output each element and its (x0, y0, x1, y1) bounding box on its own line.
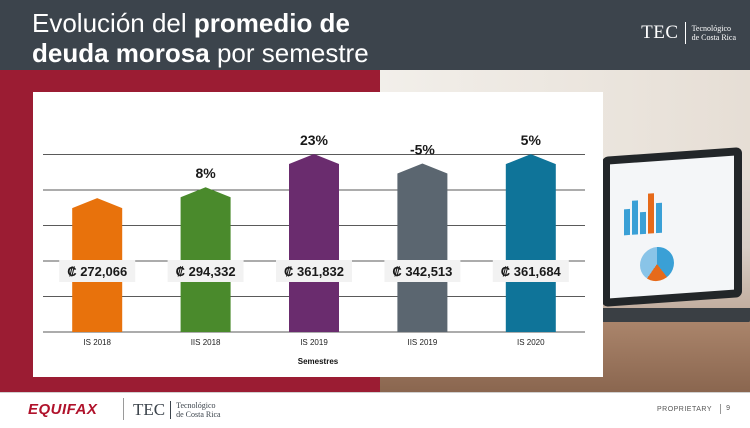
pct-change-label: 5% (521, 132, 542, 148)
tec-logo-sub-line1: Tecnológico (691, 24, 731, 33)
screen-chart-bar (648, 193, 654, 234)
tec-logo-divider (684, 22, 686, 44)
value-label-box (384, 260, 461, 282)
page-number: 9 (726, 405, 730, 412)
x-tick-label: IIS 2018 (191, 338, 221, 347)
screen-chart-bar (632, 200, 638, 235)
value-label: ₡ 294,332 (176, 264, 236, 279)
title-regular-1: Evolución del (32, 8, 194, 38)
footer-divider (0, 392, 750, 393)
value-label-box (59, 260, 136, 282)
bar (397, 163, 448, 332)
title-bold-1: promedio de (193, 8, 350, 38)
screen-chart-bar (656, 202, 662, 234)
x-tick-label: IIS 2019 (407, 338, 437, 347)
title-regular-2: por semestre (209, 38, 369, 68)
footer-logo-separator (123, 398, 124, 420)
bar (289, 154, 339, 332)
x-tick-label: IS 2019 (300, 338, 328, 347)
tec-logo-word: TEC (641, 22, 679, 43)
value-label-box (276, 260, 352, 282)
laptop-display (610, 155, 734, 299)
value-label: ₡ 272,066 (67, 264, 127, 279)
pct-change-label: -5% (410, 142, 435, 158)
tec-footer-word: TEC (133, 400, 166, 419)
bar (505, 154, 556, 332)
tec-footer-sub-line1: Tecnológico (176, 401, 216, 410)
screen-chart-bar (624, 208, 630, 236)
tec-logo-sub: Tecnológico de Costa Rica (692, 24, 736, 42)
tec-footer-sub: Tecnológico de Costa Rica (176, 401, 220, 419)
pct-change-label: 23% (300, 132, 329, 148)
x-tick-label: IS 2020 (517, 338, 545, 347)
title-bold-2: deuda morosa (32, 38, 210, 68)
header-bar: Evolución del promedio de deuda morosa p… (0, 0, 750, 70)
footer-page-separator (720, 404, 721, 414)
proprietary-label: PROPRIETARY (656, 406, 712, 413)
tec-logo-footer: TEC Tecnológico de Costa Rica (133, 400, 221, 420)
tec-footer-divider (170, 401, 172, 419)
value-label-box (167, 260, 244, 282)
page-title: Evolución del promedio de deuda morosa p… (32, 8, 369, 68)
x-tick-label: IS 2018 (83, 338, 111, 347)
equifax-logo: EQUIFAX (28, 401, 98, 418)
screen-chart-bar (640, 211, 646, 235)
value-label: ₡ 342,513 (392, 264, 452, 279)
laptop-keyboard (577, 308, 750, 322)
value-label: ₡ 361,684 (501, 264, 562, 279)
laptop-screen (602, 147, 742, 307)
value-label: ₡ 361,832 (284, 264, 344, 279)
screen-pie-chart (640, 245, 674, 283)
tec-logo-sub-line2: de Costa Rica (691, 33, 736, 42)
pct-change-label: 8% (195, 165, 216, 181)
bar (180, 187, 231, 332)
value-label-box (492, 260, 569, 282)
tec-logo-header: TEC Tecnológico de Costa Rica (641, 22, 736, 44)
tec-footer-sub-line2: de Costa Rica (176, 410, 221, 419)
x-axis-label: Semestres (298, 357, 339, 366)
bar-chart: ₡ 272,066 IS 2018 ₡ 294,332 8% IIS 2018 ₡ 361… (43, 132, 585, 366)
chart-card: ₡ 272,066 IS 2018 ₡ 294,332 8% IIS 2018 ₡ 361… (33, 92, 603, 377)
